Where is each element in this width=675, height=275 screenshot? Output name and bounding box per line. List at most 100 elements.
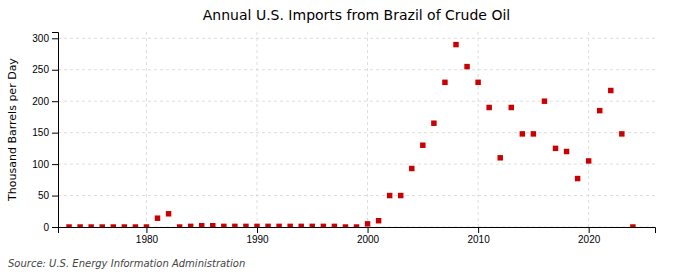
- grid-line: [58, 38, 655, 39]
- tick-label: 2020: [578, 234, 601, 245]
- tick-mark: [257, 227, 258, 233]
- point: [420, 142, 425, 147]
- chart: 1980 1990 2000 2010 2020 0 50 100 150 200 250 300 An…: [0, 0, 675, 275]
- tick: 200: [32, 96, 58, 107]
- tick-label: 150: [32, 127, 49, 138]
- point: [66, 224, 71, 227]
- point: [564, 149, 569, 154]
- point: [597, 108, 602, 113]
- tick: 0: [43, 222, 58, 233]
- point: [376, 218, 381, 223]
- tick-mark: [52, 133, 58, 134]
- tick: 50: [38, 190, 58, 201]
- grid-line: [58, 132, 655, 133]
- grid-line: [478, 32, 479, 227]
- grid: [58, 32, 655, 227]
- point: [343, 224, 348, 227]
- point: [619, 131, 624, 136]
- tick: 300: [32, 33, 58, 44]
- point: [210, 223, 215, 227]
- point: [486, 105, 491, 110]
- point: [575, 176, 580, 181]
- tick: 250: [32, 64, 58, 75]
- tick-mark: [52, 38, 58, 39]
- point: [166, 211, 171, 216]
- tick-label: 1990: [246, 234, 269, 245]
- point: [630, 224, 635, 227]
- tick-label: 200: [32, 96, 49, 107]
- point: [188, 224, 193, 227]
- point: [332, 224, 337, 227]
- x-axis: 1980 1990 2000 2010 2020: [59, 227, 656, 245]
- tick: 2020: [578, 227, 601, 245]
- axis-line: [59, 228, 656, 234]
- point: [520, 131, 525, 136]
- point: [287, 224, 292, 227]
- grid-line: [367, 32, 368, 227]
- tick: 1990: [246, 227, 269, 245]
- point: [409, 166, 414, 171]
- point: [586, 158, 591, 163]
- point: [243, 224, 248, 227]
- tick-mark: [52, 101, 58, 102]
- point: [298, 224, 303, 227]
- tick-mark: [52, 70, 58, 71]
- point: [398, 193, 403, 198]
- point: [464, 64, 469, 69]
- tick-mark: [52, 196, 58, 197]
- point: [77, 224, 82, 227]
- tick-label: 2000: [357, 234, 380, 245]
- y-axis-title: Thousand Barrels per Day: [6, 58, 19, 202]
- point: [321, 224, 326, 227]
- source-note: Source: U.S. Energy Information Administ…: [8, 258, 245, 269]
- point: [254, 224, 259, 227]
- grid-line: [146, 32, 147, 227]
- tick-label: 2010: [467, 234, 490, 245]
- tick-mark: [52, 164, 58, 165]
- grid-line: [257, 32, 258, 227]
- point: [310, 224, 315, 227]
- point: [144, 224, 149, 227]
- tick-label: 100: [32, 159, 49, 170]
- grid-line: [58, 69, 655, 70]
- tick-mark: [368, 227, 369, 233]
- point: [88, 224, 93, 227]
- tick: 2010: [467, 227, 490, 245]
- tick-label: 1980: [136, 234, 159, 245]
- point: [232, 224, 237, 227]
- tick-mark: [52, 227, 58, 228]
- point: [199, 223, 204, 227]
- point: [475, 80, 480, 85]
- point: [155, 215, 160, 220]
- point: [111, 224, 116, 227]
- marks: [66, 42, 635, 227]
- tick-label: 300: [32, 33, 49, 44]
- tick-label: 50: [38, 190, 50, 201]
- title: Annual U.S. Imports from Brazil of Crude…: [203, 7, 510, 23]
- point: [221, 224, 226, 227]
- tick: 2000: [357, 227, 380, 245]
- grid-line: [58, 195, 655, 196]
- tick: 100: [32, 159, 58, 170]
- tick-mark: [589, 227, 590, 233]
- point: [431, 120, 436, 125]
- point: [387, 193, 392, 198]
- point: [453, 42, 458, 47]
- point: [365, 221, 370, 226]
- point: [442, 80, 447, 85]
- point: [542, 98, 547, 103]
- tick-label: 0: [43, 222, 49, 233]
- plot-area: 1980 1990 2000 2010 2020 0 50 100 150 200 250 300: [32, 32, 655, 245]
- tick-mark: [478, 227, 479, 233]
- tick: 1980: [136, 227, 159, 245]
- point: [177, 224, 182, 227]
- point: [122, 224, 127, 227]
- point: [497, 155, 502, 160]
- point: [354, 224, 359, 227]
- point: [531, 131, 536, 136]
- point: [509, 105, 514, 110]
- point: [133, 224, 138, 227]
- grid-line: [588, 32, 589, 227]
- grid-line: [58, 101, 655, 102]
- grid-line: [58, 164, 655, 165]
